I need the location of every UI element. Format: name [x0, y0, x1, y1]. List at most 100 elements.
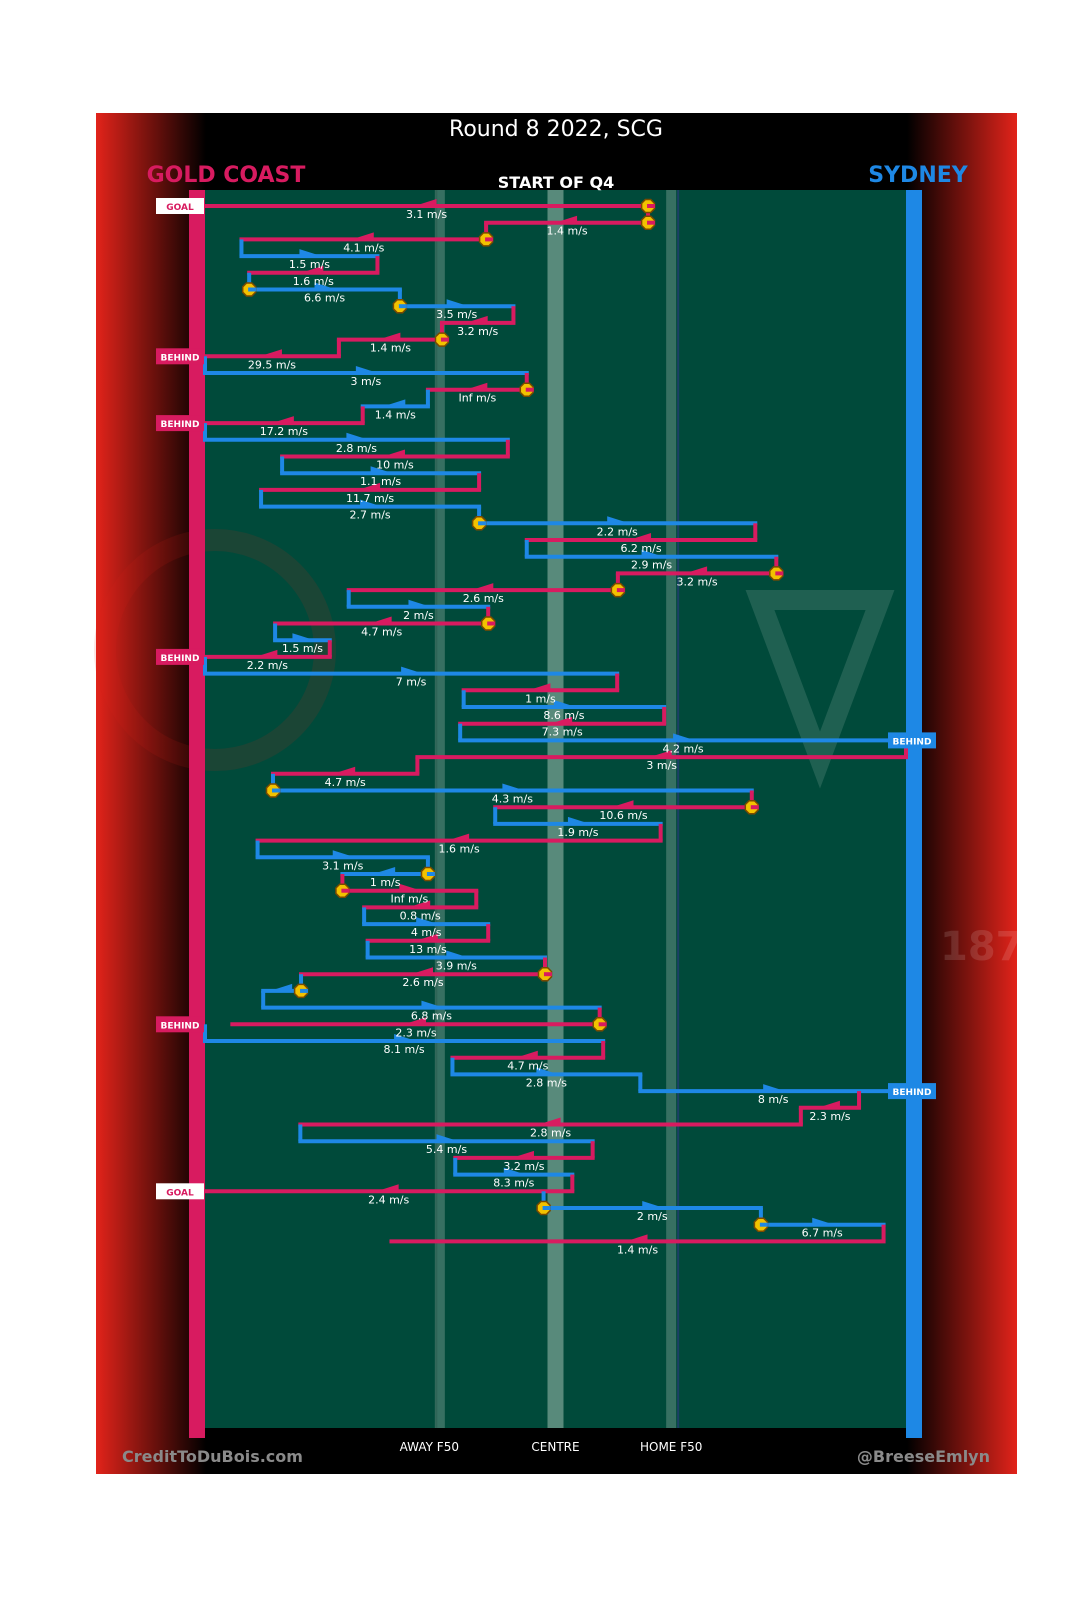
direction-arrow: [401, 666, 424, 674]
speed-label: 6.6 m/s: [304, 292, 345, 305]
direction-arrow: [550, 716, 573, 724]
speed-label: 17.2 m/s: [260, 425, 308, 438]
speed-label: 2.8 m/s: [526, 1076, 567, 1089]
direction-arrow: [270, 983, 293, 991]
speed-label: 3.1 m/s: [406, 208, 447, 221]
outcome-tag: BEHIND: [161, 420, 200, 430]
speed-label: 1.6 m/s: [293, 275, 334, 288]
direction-arrow: [378, 332, 401, 340]
direction-arrow: [351, 232, 374, 240]
right-gradient-panel: [907, 113, 1017, 1474]
turnover-marker-tail: [485, 237, 494, 242]
turnover-marker-tail: [750, 805, 759, 810]
turnover-marker-tail: [398, 304, 407, 309]
credit-right: @BreeseEmlyn: [857, 1447, 990, 1466]
speed-label: 1.4 m/s: [375, 408, 416, 421]
speed-label: 1.5 m/s: [289, 258, 330, 271]
direction-arrow: [415, 933, 438, 941]
speed-label: 1.1 m/s: [360, 475, 401, 488]
direction-arrow: [370, 466, 393, 474]
speed-label: 4.7 m/s: [361, 626, 402, 639]
speed-label: 3 m/s: [646, 759, 677, 772]
speed-label: 10.6 m/s: [599, 809, 647, 822]
turnover-marker-tail: [478, 521, 487, 526]
direction-arrow: [332, 850, 355, 858]
direction-arrow: [763, 1084, 786, 1092]
direction-arrow: [314, 282, 337, 290]
speed-label: 3.9 m/s: [436, 960, 477, 973]
direction-arrow: [373, 867, 396, 874]
axis-label-centre: CENTRE: [531, 1440, 579, 1454]
turnover-marker-tail: [440, 337, 449, 342]
speed-label: 8.3 m/s: [493, 1177, 534, 1190]
speed-label: 6.2 m/s: [620, 542, 661, 555]
direction-arrow: [515, 1050, 538, 1058]
speed-label: 2.8 m/s: [530, 1127, 571, 1140]
speed-label: 7 m/s: [396, 676, 427, 689]
turnover-marker-tail: [543, 972, 552, 977]
turnover-marker-tail: [426, 872, 435, 876]
team-logo-watermark: 1874: [94, 529, 1051, 970]
speed-label: 4.7 m/s: [325, 776, 366, 789]
speed-label: 2.7 m/s: [350, 509, 391, 522]
direction-arrow: [292, 633, 315, 641]
direction-arrow: [511, 1150, 534, 1158]
speed-label: 29.5 m/s: [248, 358, 296, 371]
direction-arrow: [383, 399, 406, 407]
turnover-marker-tail: [775, 571, 784, 576]
direction-arrow: [611, 800, 634, 808]
speed-label: 7.3 m/s: [542, 726, 583, 739]
speed-label: 2.2 m/s: [247, 659, 288, 672]
direction-arrow: [685, 566, 708, 574]
direction-arrow: [382, 449, 405, 457]
direction-arrow: [271, 416, 294, 424]
outcome-tag-box: [156, 198, 204, 214]
speed-label: 1.9 m/s: [557, 826, 598, 839]
direction-arrow: [817, 1100, 840, 1108]
direction-arrow: [649, 750, 672, 758]
direction-arrow: [301, 265, 324, 273]
direction-arrow: [503, 1167, 526, 1175]
direction-arrow: [255, 649, 278, 657]
left-gradient-panel: [96, 113, 206, 1474]
speed-label: Inf m/s: [390, 893, 428, 906]
direction-arrow: [376, 1184, 399, 1192]
speed-label: 1 m/s: [370, 876, 401, 889]
away-f50-inner-line: [435, 190, 438, 1428]
speed-label: 2.9 m/s: [631, 559, 672, 572]
direction-arrow: [369, 616, 392, 624]
outcome-tag-box: [156, 648, 204, 665]
speed-label: 1.6 m/s: [439, 843, 480, 856]
speed-label: 6.7 m/s: [802, 1227, 843, 1240]
speed-label: 2 m/s: [403, 609, 434, 622]
speed-label: 1.4 m/s: [370, 342, 411, 355]
direction-arrow: [641, 549, 664, 557]
outcome-tag: BEHIND: [161, 1021, 200, 1031]
outcome-tag-box: [156, 348, 204, 365]
speed-label: 2.6 m/s: [463, 592, 504, 605]
outcome-tag-box: [888, 1083, 936, 1100]
direction-arrow: [528, 683, 551, 691]
speed-label: 6.8 m/s: [411, 1010, 452, 1023]
direction-arrow: [416, 917, 439, 925]
turnover-marker-tail: [542, 1206, 551, 1210]
direction-arrow: [567, 816, 590, 824]
speed-label: 2.2 m/s: [597, 525, 638, 538]
turnover-marker-tail: [487, 621, 496, 626]
direction-arrow: [408, 599, 431, 607]
outcome-tag-box: [156, 1016, 204, 1033]
speed-label: 2 m/s: [637, 1210, 668, 1223]
direction-arrow: [446, 950, 469, 958]
direction-arrow: [465, 315, 488, 323]
direction-arrow: [625, 1234, 648, 1242]
speed-label: 1.5 m/s: [282, 642, 323, 655]
direction-arrow: [538, 1117, 561, 1125]
direction-arrow: [502, 783, 525, 791]
speed-label: 3 m/s: [351, 375, 382, 388]
axis-label-home-f50: HOME F50: [640, 1440, 702, 1454]
direction-arrow: [447, 833, 470, 841]
direction-arrow: [607, 516, 630, 524]
speed-label: Inf m/s: [458, 392, 496, 405]
outcome-tag: BEHIND: [893, 1088, 932, 1098]
